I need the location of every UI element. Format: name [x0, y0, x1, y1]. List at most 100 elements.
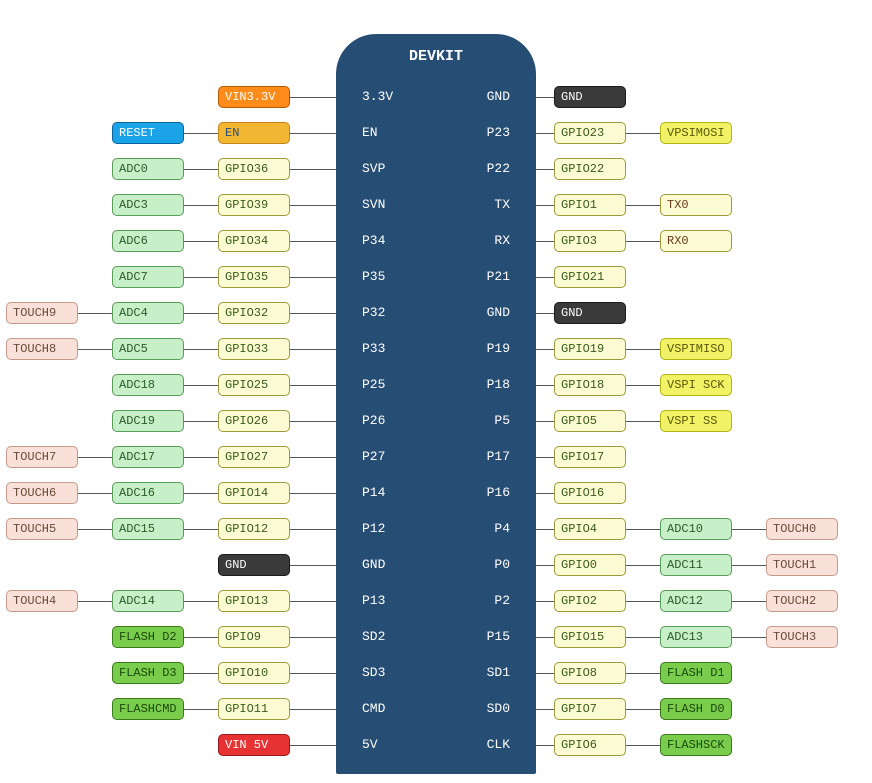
connector-line: [184, 169, 218, 170]
pin-box-gpio13: GPIO13: [218, 590, 290, 612]
pin-box-flashcmd: FLASHCMD: [112, 698, 184, 720]
pin-box-touch1: TOUCH1: [766, 554, 838, 576]
connector-line: [536, 529, 548, 530]
pin-label-right-p18: P18: [487, 377, 510, 392]
connector-line: [536, 385, 548, 386]
connector-line: [184, 241, 218, 242]
pin-box-flash-d0: FLASH D0: [660, 698, 732, 720]
connector-line: [290, 457, 324, 458]
connector-line: [78, 313, 112, 314]
pin-box-adc18: ADC18: [112, 374, 184, 396]
connector-line: [290, 637, 324, 638]
connector-line: [626, 673, 660, 674]
pin-label-left-3-3v: 3.3V: [362, 89, 393, 104]
connector-line: [184, 349, 218, 350]
pin-box-gpio25: GPIO25: [218, 374, 290, 396]
connector-line: [324, 349, 336, 350]
connector-line: [290, 277, 324, 278]
pin-box-tx0: TX0: [660, 194, 732, 216]
connector-line: [290, 565, 324, 566]
pin-box-adc4: ADC4: [112, 302, 184, 324]
pin-box-gpio3: GPIO3: [554, 230, 626, 252]
pin-box-flashsck: FLASHSCK: [660, 734, 732, 756]
connector-line: [626, 637, 660, 638]
connector-line: [184, 673, 218, 674]
pin-box-gpio34: GPIO34: [218, 230, 290, 252]
pin-box-en: EN: [218, 122, 290, 144]
pin-box-reset: RESET: [112, 122, 184, 144]
pin-label-right-p21: P21: [487, 269, 510, 284]
pin-box-gnd: GND: [554, 86, 626, 108]
pin-label-right-p22: P22: [487, 161, 510, 176]
pin-box-gpio18: GPIO18: [554, 374, 626, 396]
connector-line: [184, 637, 218, 638]
connector-line: [290, 493, 324, 494]
pin-box-gpio27: GPIO27: [218, 446, 290, 468]
connector-line: [290, 169, 324, 170]
connector-line: [184, 385, 218, 386]
connector-line: [324, 313, 336, 314]
pin-label-left-p33: P33: [362, 341, 385, 356]
connector-line: [536, 457, 548, 458]
pin-box-adc5: ADC5: [112, 338, 184, 360]
pin-box-adc6: ADC6: [112, 230, 184, 252]
chip-title: DEVKIT: [336, 48, 536, 65]
pin-box-adc0: ADC0: [112, 158, 184, 180]
pin-label-left-p32: P32: [362, 305, 385, 320]
pin-label-right-p17: P17: [487, 449, 510, 464]
connector-line: [536, 313, 548, 314]
connector-line: [536, 349, 548, 350]
pin-label-right-rx: RX: [494, 233, 510, 248]
connector-line: [184, 313, 218, 314]
pin-label-right-p0: P0: [494, 557, 510, 572]
pin-label-left-svn: SVN: [362, 197, 385, 212]
pin-box-adc14: ADC14: [112, 590, 184, 612]
pin-box-touch7: TOUCH7: [6, 446, 78, 468]
pin-box-flash-d2: FLASH D2: [112, 626, 184, 648]
pin-box-adc11: ADC11: [660, 554, 732, 576]
pin-box-flash-d3: FLASH D3: [112, 662, 184, 684]
connector-line: [324, 97, 336, 98]
pin-box-vspi-ss: VSPI SS: [660, 410, 732, 432]
pin-box-gnd: GND: [554, 302, 626, 324]
pin-box-gpio39: GPIO39: [218, 194, 290, 216]
connector-line: [324, 673, 336, 674]
connector-line: [626, 241, 660, 242]
connector-line: [290, 133, 324, 134]
pin-box-gpio35: GPIO35: [218, 266, 290, 288]
pin-box-touch0: TOUCH0: [766, 518, 838, 540]
pin-box-flash-d1: FLASH D1: [660, 662, 732, 684]
pin-box-gpio21: GPIO21: [554, 266, 626, 288]
pin-label-right-tx: TX: [494, 197, 510, 212]
connector-line: [324, 565, 336, 566]
pin-box-gpio7: GPIO7: [554, 698, 626, 720]
pin-label-left-p14: P14: [362, 485, 385, 500]
pin-box-vspi-sck: VSPI SCK: [660, 374, 732, 396]
pin-box-gpio33: GPIO33: [218, 338, 290, 360]
connector-line: [324, 133, 336, 134]
connector-line: [536, 493, 548, 494]
pin-label-left-cmd: CMD: [362, 701, 385, 716]
connector-line: [184, 493, 218, 494]
pin-label-right-p16: P16: [487, 485, 510, 500]
connector-line: [732, 529, 766, 530]
pin-label-left-p25: P25: [362, 377, 385, 392]
connector-line: [290, 241, 324, 242]
connector-line: [536, 97, 548, 98]
connector-line: [536, 637, 548, 638]
connector-line: [536, 241, 548, 242]
pin-box-gpio19: GPIO19: [554, 338, 626, 360]
pin-label-left-p26: P26: [362, 413, 385, 428]
connector-line: [626, 565, 660, 566]
pin-box-gpio15: GPIO15: [554, 626, 626, 648]
connector-line: [184, 529, 218, 530]
connector-line: [324, 205, 336, 206]
pin-box-vin3-3v: VIN3.3V: [218, 86, 290, 108]
pin-box-gpio26: GPIO26: [218, 410, 290, 432]
connector-line: [536, 709, 548, 710]
pin-label-left-5v: 5V: [362, 737, 378, 752]
connector-line: [536, 565, 548, 566]
connector-line: [536, 745, 548, 746]
pin-label-left-p27: P27: [362, 449, 385, 464]
connector-line: [184, 421, 218, 422]
